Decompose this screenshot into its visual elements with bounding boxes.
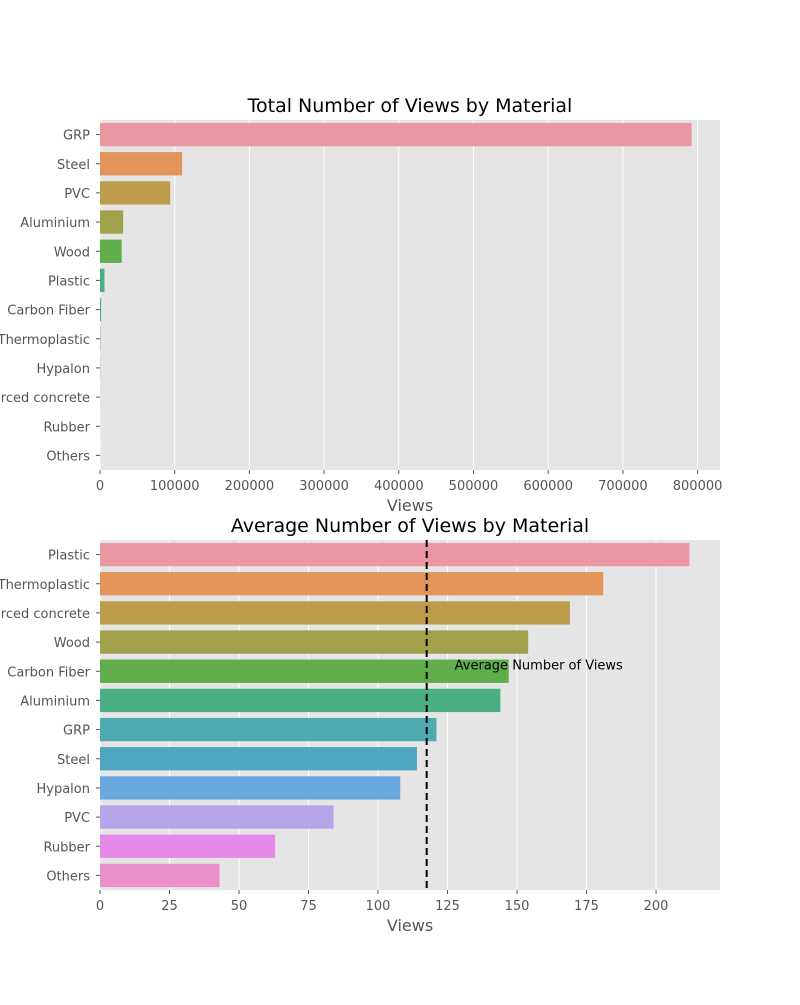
- x-tick-label: 500000: [449, 479, 499, 494]
- y-tick-label: Wood: [54, 636, 90, 651]
- y-tick-label: Rubber: [43, 420, 90, 435]
- x-tick-label: 600000: [523, 479, 573, 494]
- bar-steel: [100, 152, 182, 175]
- x-tick-label: 300000: [299, 479, 349, 494]
- bar-pvc: [100, 805, 334, 828]
- y-tick-label: Thermoplastic: [0, 333, 90, 348]
- y-tick-label: PVC: [64, 187, 90, 202]
- bar-carbon-fiber: [100, 660, 509, 683]
- y-tick-label: Aluminium: [20, 694, 90, 709]
- x-tick-label: 100000: [150, 479, 200, 494]
- bar-plastic: [100, 543, 689, 566]
- bar-others: [100, 864, 220, 887]
- x-tick-label: 150: [505, 899, 530, 914]
- bar-wood: [100, 240, 122, 263]
- x-axis-label: Views: [387, 496, 433, 515]
- y-tick-label: Thermoplastic: [0, 578, 90, 593]
- y-tick-label: Steel: [57, 158, 90, 173]
- bar-aluminium: [100, 210, 123, 233]
- y-tick-label: Steel: [57, 753, 90, 768]
- chart-average-views: Plastic Thermoplastic Reinforced concrete W…: [0, 515, 720, 935]
- y-tick-label: Reinforced concrete: [0, 391, 90, 406]
- y-tick-label: GRP: [63, 129, 90, 144]
- average-reference-label: Average Number of Views: [455, 658, 623, 673]
- y-tick-label: Wood: [54, 245, 90, 260]
- chart-title: Average Number of Views by Material: [231, 515, 589, 537]
- x-axis-label: Views: [387, 916, 433, 935]
- x-tick-label: 0: [96, 899, 104, 914]
- bar-carbon-fiber: [100, 298, 101, 321]
- y-tick-label: Hypalon: [37, 362, 91, 377]
- x-tick-label: 0: [96, 479, 104, 494]
- x-tick-label: 700000: [598, 479, 648, 494]
- y-tick-label: GRP: [63, 724, 90, 739]
- x-tick-label: 200: [644, 899, 669, 914]
- bar-rubber: [100, 835, 275, 858]
- y-tick-label: Hypalon: [37, 782, 91, 797]
- x-tick-label: 400000: [374, 479, 424, 494]
- bar-thermoplastic: [100, 572, 603, 595]
- bar-plastic: [100, 269, 104, 292]
- y-tick-label: Others: [46, 449, 90, 464]
- x-tick-label: 100: [366, 899, 391, 914]
- x-tick-label: 175: [574, 899, 599, 914]
- bar-grp: [100, 718, 436, 741]
- bar-aluminium: [100, 689, 500, 712]
- x-tick-label: 800000: [673, 479, 723, 494]
- x-tick-label: 25: [161, 899, 178, 914]
- y-tick-label: Carbon Fiber: [7, 665, 90, 680]
- y-tick-label: Aluminium: [20, 216, 90, 231]
- bar-pvc: [100, 181, 170, 204]
- chart-total-views: GRP Steel PVC Aluminium Wood Plastic Carbon Fi…: [0, 95, 722, 515]
- bar-grp: [100, 123, 692, 146]
- y-tick-label: Others: [46, 869, 90, 884]
- plot-area: [100, 120, 720, 470]
- y-tick-label: Reinforced concrete: [0, 607, 90, 622]
- y-tick-label: Plastic: [48, 274, 90, 289]
- chart-title: Total Number of Views by Material: [247, 95, 573, 117]
- x-tick-label: 50: [231, 899, 248, 914]
- bar-reinforced-concrete: [100, 601, 570, 624]
- x-tick-label: 125: [435, 899, 460, 914]
- x-tick-label: 75: [300, 899, 317, 914]
- y-tick-label: PVC: [64, 811, 90, 826]
- bar-wood: [100, 630, 528, 653]
- y-tick-label: Plastic: [48, 549, 90, 564]
- y-tick-label: Rubber: [43, 840, 90, 855]
- x-tick-label: 200000: [225, 479, 275, 494]
- bar-steel: [100, 747, 417, 770]
- bar-hypalon: [100, 776, 400, 799]
- y-tick-label: Carbon Fiber: [7, 304, 90, 319]
